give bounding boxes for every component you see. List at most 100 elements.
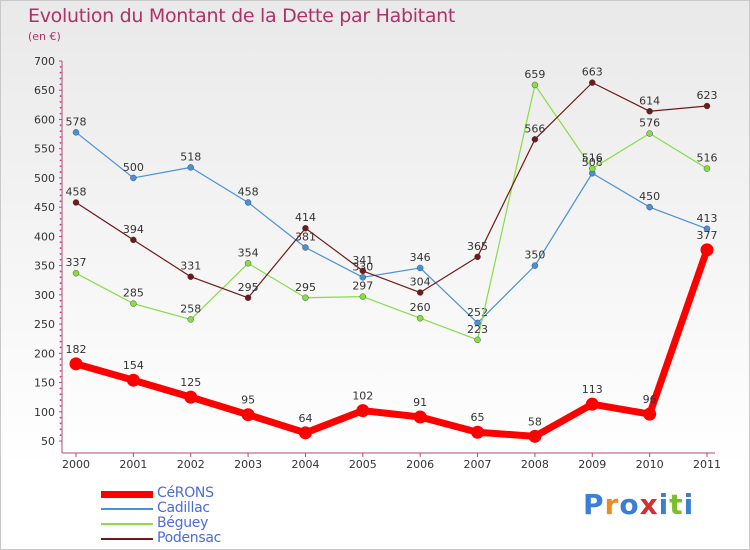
series-line [75,131,708,324]
data-label: 330 [352,260,373,273]
y-tick-label: 600 [34,113,55,126]
chart-title: Evolution du Montant de la Dette par Hab… [28,5,456,27]
series-line [75,82,708,299]
data-point [302,294,309,301]
data-point [244,260,252,267]
data-label: 304 [410,276,431,289]
y-minor-dot [59,241,62,244]
y-minor-dot [59,369,62,372]
data-label: 354 [238,246,259,259]
data-label: 566 [524,122,545,135]
y-minor-dot [59,416,62,419]
data-label: 295 [238,281,259,294]
y-tick-label: 300 [34,289,55,302]
y-minor-dot [59,153,62,156]
data-point [416,264,424,272]
data-point [474,319,481,327]
y-minor-dot [59,393,62,396]
data-label: 182 [66,343,87,356]
data-point [187,164,194,171]
y-minor-dot [59,77,62,80]
x-tick-label: 2003 [234,458,262,471]
legend-label: Podensac [157,530,222,546]
y-minor-dot [59,305,62,308]
legend-swatch [101,523,153,525]
data-label: 516 [697,152,718,165]
y-minor-dot [59,212,62,214]
data-point [646,203,653,211]
x-tick-label: 2002 [177,458,205,471]
logo-letter: i [658,488,670,521]
y-minor-dot [59,434,62,437]
y-minor-dot [59,329,62,331]
data-label: 346 [410,251,431,264]
data-label: 365 [467,240,488,253]
data-label: 578 [66,115,87,128]
data-point [531,136,539,143]
y-tick-label: 200 [34,347,55,360]
logo-letter: r [604,488,620,521]
y-minor-dot [59,165,62,168]
y-minor-dot [59,217,62,220]
y-minor-dot [59,428,62,431]
logo-letter: x [639,488,659,521]
data-point [585,397,599,411]
y-minor-dot [59,340,62,343]
y-minor-dot [59,65,62,68]
y-minor-dot [59,253,62,255]
series-Podensac: 458 394 331 295 414 341 304 365 566 663 614 623 [66,66,718,301]
data-label: 91 [413,396,427,409]
series-line [75,248,711,440]
data-point [244,199,252,206]
legend-label: Cadillac [157,500,210,516]
legend-swatch [101,538,153,540]
data-point [531,81,539,89]
y-minor-dot [59,101,62,103]
legend-swatch [101,508,153,510]
data-label: 95 [241,394,255,407]
data-label: 125 [180,376,201,389]
data-point [589,79,596,86]
y-minor-dot [59,346,62,349]
y-minor-dot [59,299,62,302]
data-point [359,274,367,281]
data-label: 458 [238,185,259,198]
y-minor-dot [59,311,62,314]
chart-subtitle: (en €) [28,30,61,43]
y-tick-label: 650 [34,84,55,97]
data-label: 96 [643,393,657,406]
y-minor-dot [59,130,62,133]
y-minor-dot [59,276,62,279]
data-point [531,262,539,269]
y-minor-dot [59,83,62,86]
y-minor-dot [59,317,62,320]
data-point [643,407,657,421]
legend-item: CéRONS [101,485,301,502]
x-tick-label: 2010 [636,458,664,471]
x-tick-label: 2011 [693,458,721,471]
data-point [646,108,653,115]
legend-item: Béguey [101,515,301,532]
data-point [416,289,424,296]
logo-letter: P [583,488,605,521]
data-point [184,390,198,404]
proxiti-logo: Proxiti [583,488,694,521]
y-minor-dot [59,194,62,197]
data-point [72,199,80,206]
data-point [130,174,137,182]
data-label: 659 [524,68,545,81]
data-point [359,293,367,300]
data-label: 154 [123,359,144,372]
legend-swatch [101,491,153,498]
data-label: 297 [352,280,373,293]
data-point [72,270,80,277]
data-label: 576 [639,116,660,129]
data-point [130,236,137,244]
data-point [72,129,80,136]
data-label: 623 [697,89,718,102]
data-point [703,225,711,232]
y-minor-dot [59,223,62,226]
y-minor-dot [59,405,62,407]
x-tick-label: 2008 [521,458,549,471]
